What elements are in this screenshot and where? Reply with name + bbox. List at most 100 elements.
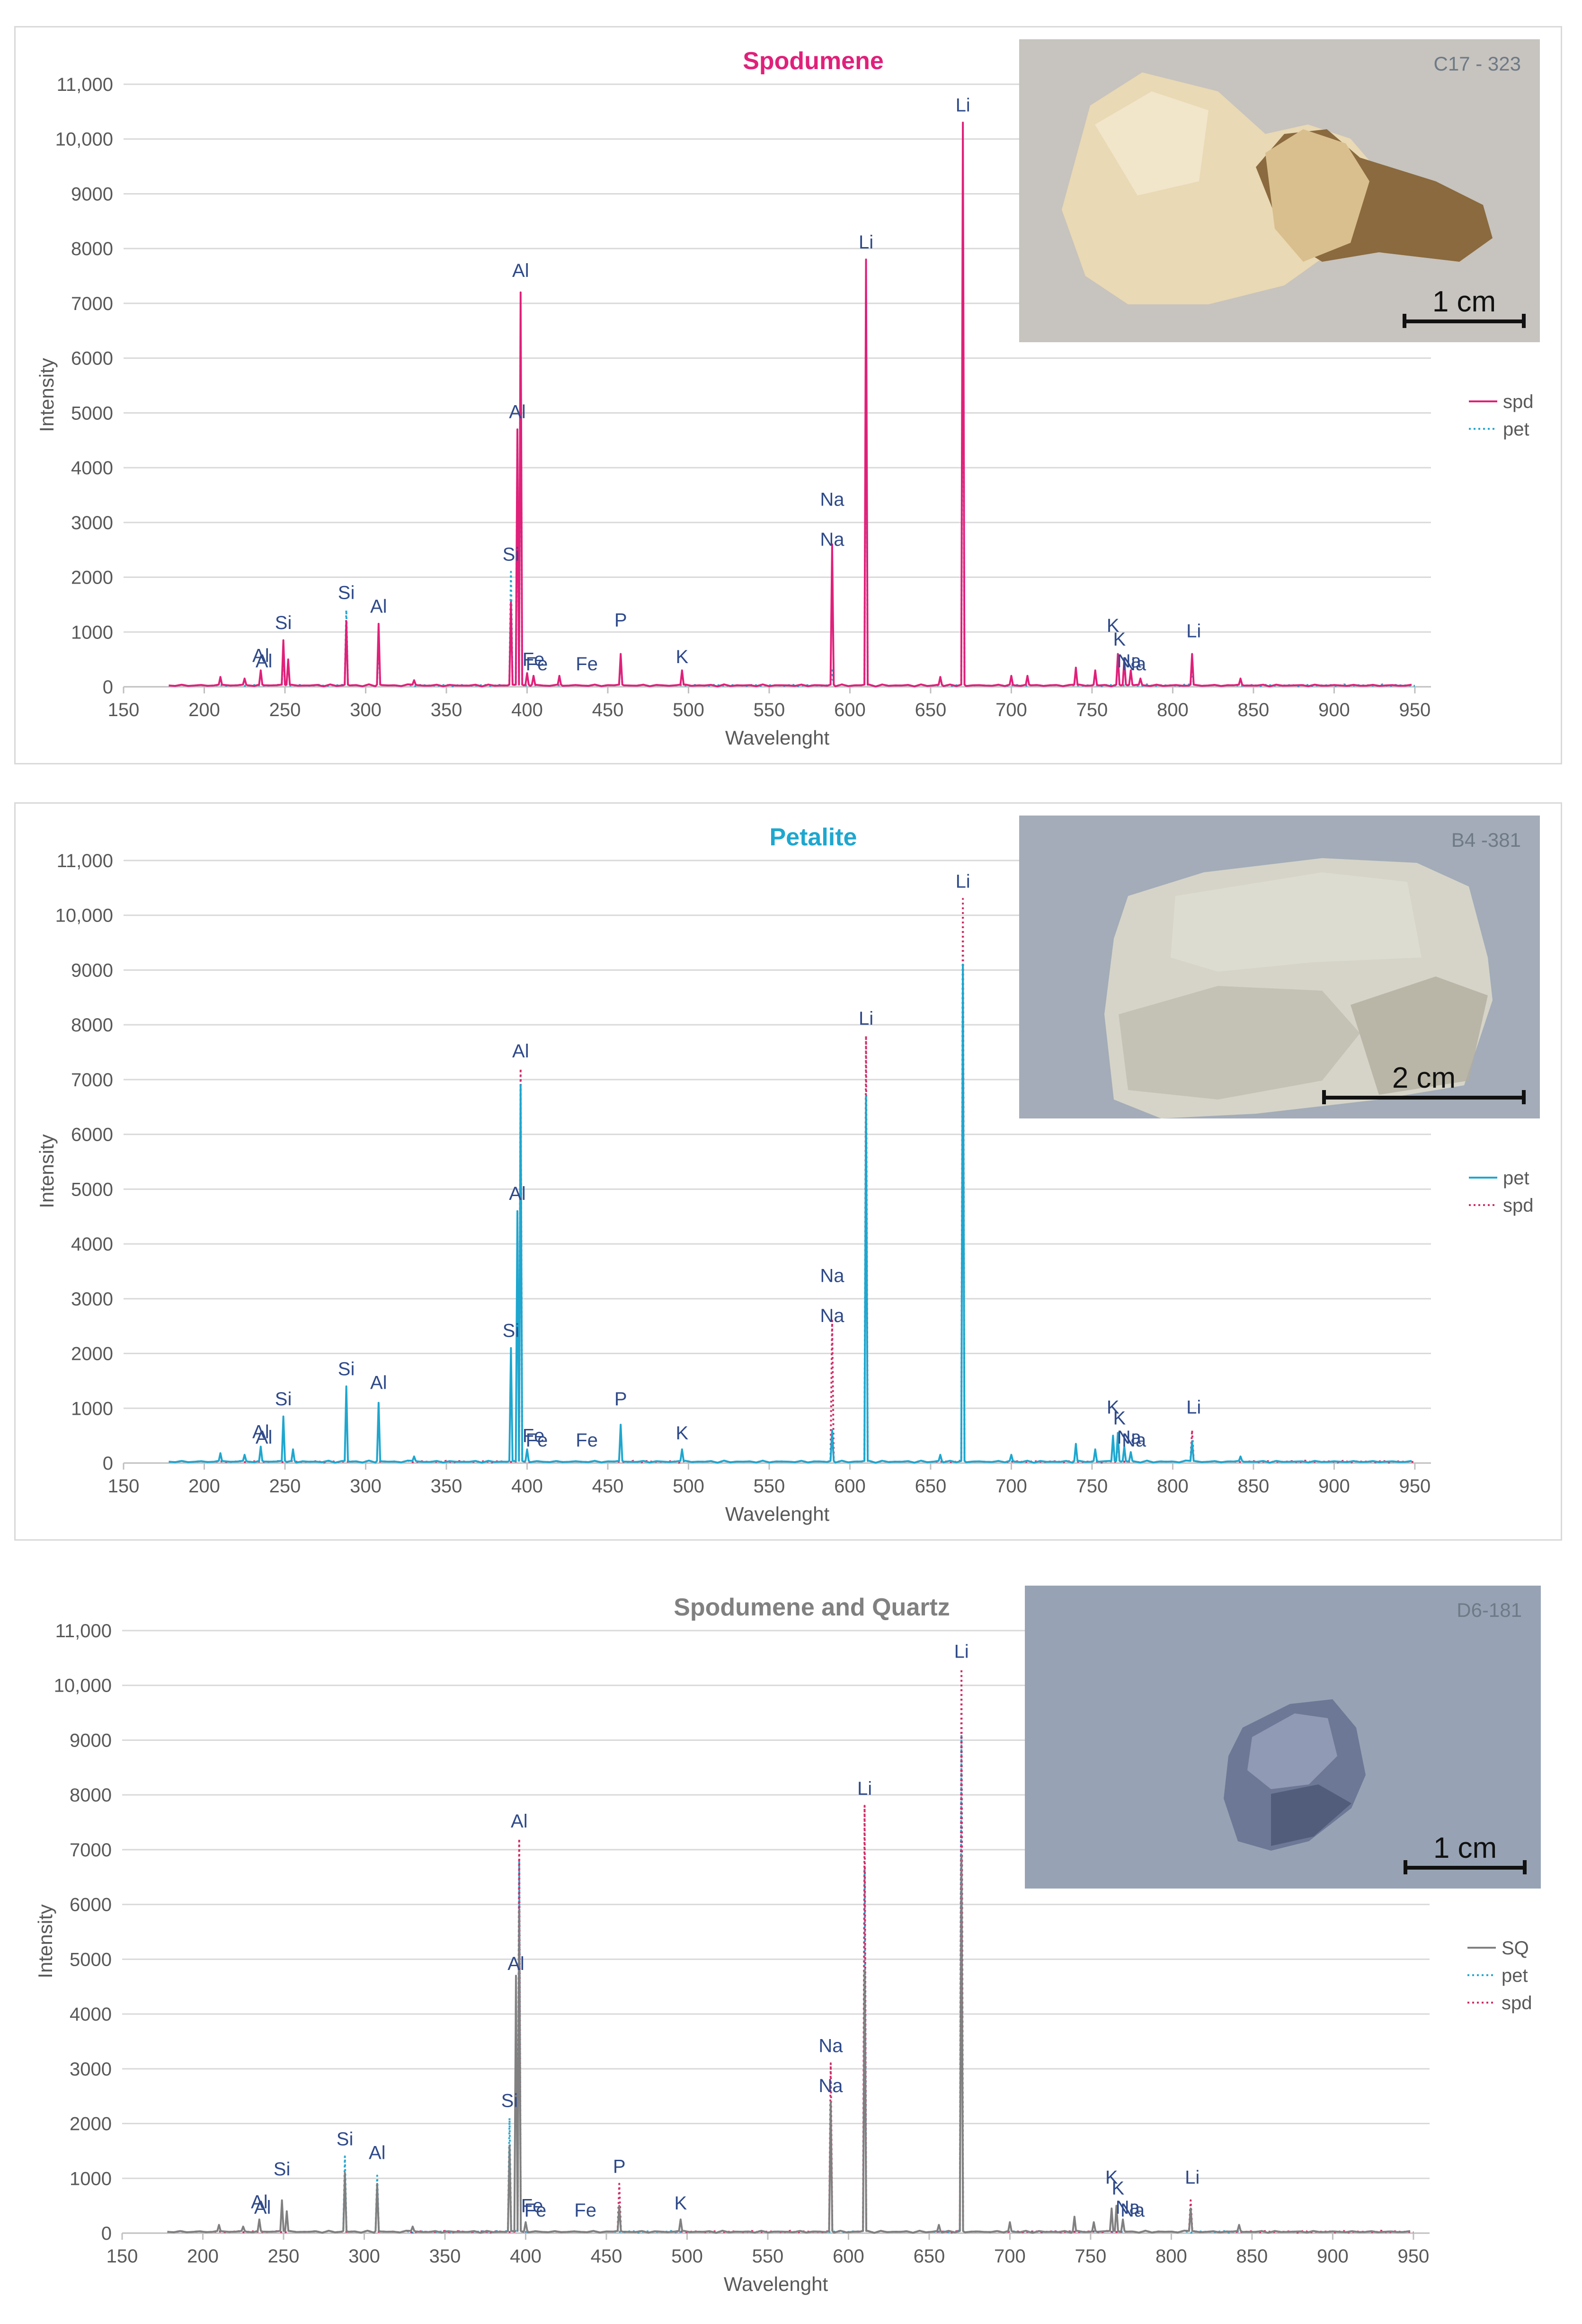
- peak-label: Na: [820, 489, 844, 510]
- x-tick-label: 300: [350, 700, 382, 720]
- peak-label: Al: [251, 2191, 268, 2212]
- peak-label: Si: [275, 1389, 292, 1410]
- scale-bar: 1 cm: [1404, 1832, 1527, 1874]
- y-tick-label: 7000: [71, 1070, 113, 1091]
- y-tick-label: 0: [103, 677, 113, 698]
- peak-label: Na: [1122, 654, 1147, 674]
- scale-bar-label: 1 cm: [1433, 1832, 1497, 1864]
- sample-id-label: D6-181: [1457, 1599, 1522, 1621]
- x-tick-label: 200: [188, 1476, 220, 1497]
- sample-id-label: C17 - 323: [1433, 53, 1521, 75]
- y-tick-label: 8000: [71, 1015, 113, 1036]
- peak-label: Li: [956, 871, 970, 892]
- x-tick-label: 950: [1399, 1476, 1431, 1497]
- peak-label: Al: [512, 1041, 529, 1062]
- x-tick-label: 950: [1398, 2246, 1430, 2267]
- peak-label: P: [614, 610, 627, 630]
- x-tick-label: 750: [1076, 700, 1108, 720]
- peak-label: Si: [338, 1358, 355, 1379]
- peak-label: Al: [507, 1953, 524, 1974]
- peak-label: K: [674, 2193, 687, 2214]
- x-tick-label: 950: [1399, 700, 1431, 720]
- x-tick-label: 600: [833, 2246, 864, 2267]
- legend-entry: pet: [1503, 1168, 1529, 1189]
- peak-label: Si: [503, 544, 520, 565]
- chart-title: Spodumene and Quartz: [674, 1594, 950, 1621]
- mineral-specimen: [1224, 1699, 1366, 1851]
- y-tick-label: 6000: [70, 1895, 112, 1916]
- y-tick-label: 1000: [71, 1398, 113, 1419]
- peak-label: Fe: [524, 2200, 547, 2221]
- y-tick-label: 5000: [71, 1179, 113, 1200]
- x-tick-label: 800: [1157, 1476, 1189, 1497]
- y-tick-label: 3000: [71, 1289, 113, 1310]
- peak-label: P: [614, 1389, 627, 1410]
- x-tick-label: 150: [108, 700, 140, 720]
- x-tick-label: 900: [1318, 1476, 1350, 1497]
- y-tick-label: 11,000: [57, 851, 113, 871]
- legend-entry: pet: [1503, 419, 1529, 440]
- x-tick-label: 750: [1076, 1476, 1108, 1497]
- peak-label: Fe: [526, 1430, 548, 1451]
- peak-label: K: [1113, 1408, 1126, 1429]
- peak-label: Li: [954, 1641, 969, 1662]
- peak-label: Na: [1117, 1427, 1142, 1448]
- sample-photo: D6-181 1 cm: [1025, 1586, 1541, 1889]
- mineral-specimen: [1062, 72, 1493, 304]
- peak-label: Al: [369, 2142, 386, 2163]
- x-tick-label: 250: [269, 700, 301, 720]
- scale-bar-label: 2 cm: [1392, 1062, 1456, 1094]
- y-tick-label: 11,000: [57, 74, 113, 95]
- x-tick-label: 200: [187, 2246, 219, 2267]
- y-tick-label: 5000: [71, 403, 113, 424]
- legend-entry: SQ: [1502, 1938, 1529, 1959]
- peak-label: Si: [501, 2090, 518, 2111]
- series-line-pet: [169, 963, 1412, 1464]
- peak-label: K: [1112, 2178, 1125, 2199]
- x-tick-label: 300: [350, 1476, 382, 1497]
- peak-label: Na: [820, 1305, 844, 1326]
- peak-label: Al: [370, 1372, 387, 1393]
- series-line-SQ: [167, 1854, 1411, 2234]
- y-tick-label: 4000: [70, 2004, 112, 2025]
- peak-label: Li: [857, 1778, 872, 1799]
- x-tick-label: 450: [592, 1476, 624, 1497]
- x-tick-label: 350: [431, 700, 462, 720]
- peak-label: Si: [274, 2159, 291, 2180]
- chart-title: Spodumene: [743, 47, 884, 75]
- y-tick-label: 1000: [70, 2168, 112, 2189]
- peak-label: Si: [503, 1320, 520, 1341]
- x-tick-label: 250: [268, 2246, 300, 2267]
- peak-label: K: [675, 647, 688, 667]
- peak-label: Si: [275, 612, 292, 633]
- peak-label: Na: [1116, 2197, 1140, 2218]
- x-tick-label: 650: [915, 1476, 947, 1497]
- peak-label: Na: [818, 2036, 843, 2057]
- legend-entry: spd: [1503, 391, 1534, 412]
- x-tick-label: 500: [673, 700, 704, 720]
- x-tick-label: 450: [592, 700, 624, 720]
- y-tick-label: 7000: [71, 293, 113, 314]
- x-tick-label: 350: [431, 1476, 462, 1497]
- x-tick-label: 400: [511, 700, 543, 720]
- mineral-specimen: [1104, 858, 1493, 1118]
- peak-label: Li: [859, 1008, 873, 1029]
- peak-label: K: [1105, 2167, 1118, 2188]
- y-tick-label: 8000: [70, 1785, 112, 1806]
- y-tick-label: 1000: [71, 622, 113, 643]
- chart-svg: 0 1000 2000 3000 4000 5000 6000 7000 8000 9000 10,…: [36, 47, 1534, 749]
- peak-label: Al: [512, 260, 529, 281]
- x-tick-label: 550: [752, 2246, 784, 2267]
- peak-label: Fe: [574, 2200, 596, 2221]
- chart-panel-spodumene: 0 1000 2000 3000 4000 5000 6000 7000 8000 9000 10,…: [14, 26, 1562, 764]
- peak-label: Na: [1120, 2200, 1145, 2221]
- x-tick-label: 600: [834, 1476, 866, 1497]
- x-tick-label: 450: [591, 2246, 622, 2267]
- x-tick-label: 600: [834, 700, 866, 720]
- peak-label: Al: [254, 2197, 271, 2218]
- peak-label: K: [1113, 629, 1126, 650]
- y-tick-label: 9000: [70, 1730, 112, 1751]
- y-tick-label: 6000: [71, 1125, 113, 1145]
- y-tick-label: 8000: [71, 239, 113, 259]
- x-tick-label: 900: [1318, 700, 1350, 720]
